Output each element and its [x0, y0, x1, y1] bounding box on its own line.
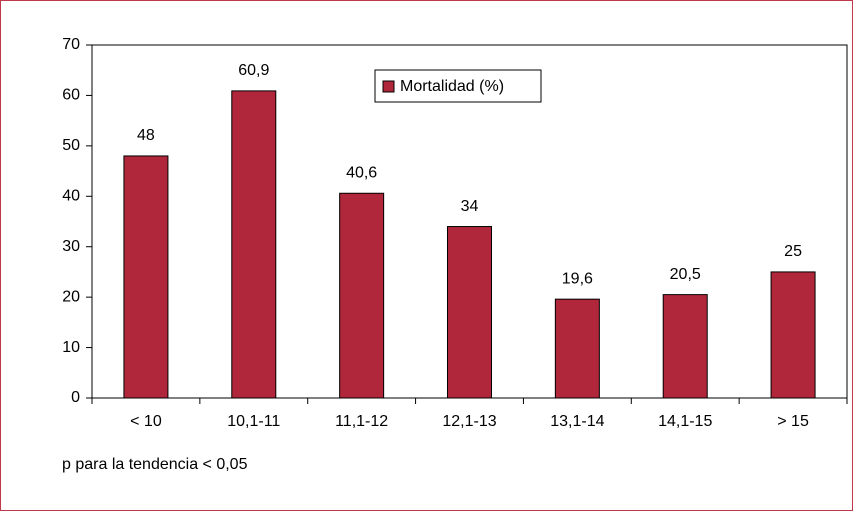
y-tick-label: 40 — [62, 188, 80, 205]
x-tick-label: < 10 — [130, 413, 162, 430]
legend-label: Mortalidad (%) — [400, 78, 504, 95]
bar — [770, 271, 816, 399]
legend-box — [374, 69, 542, 103]
value-label: 19,6 — [562, 270, 593, 287]
x-tick-label: 14,1-15 — [658, 413, 712, 430]
y-tick-label: 70 — [62, 36, 80, 53]
value-label: 34 — [461, 198, 479, 215]
bar — [339, 192, 385, 399]
value-label: 40,6 — [346, 164, 377, 181]
y-tick-label: 10 — [62, 339, 80, 356]
annotation: p para la tendencia < 0,05 — [62, 456, 248, 473]
y-tick-label: 20 — [62, 288, 80, 305]
value-label: 25 — [784, 243, 802, 260]
y-tick-label: 50 — [62, 137, 80, 154]
y-tick-label: 0 — [71, 389, 80, 406]
y-tick-label: 30 — [62, 238, 80, 255]
x-tick-label: > 15 — [777, 413, 809, 430]
y-tick-label: 60 — [62, 87, 80, 104]
x-tick-label: 12,1-13 — [442, 413, 496, 430]
value-label: 48 — [137, 127, 155, 144]
bar — [554, 298, 600, 399]
legend-swatch — [382, 80, 395, 93]
value-label: 20,5 — [670, 266, 701, 283]
bar — [231, 90, 277, 399]
value-label: 60,9 — [238, 62, 269, 79]
x-tick-label: 13,1-14 — [550, 413, 604, 430]
bar — [447, 226, 492, 399]
x-tick-label: 10,1-11 — [227, 413, 280, 430]
bar — [662, 294, 708, 399]
bar — [123, 155, 169, 399]
x-tick-label: 11,1-12 — [335, 413, 388, 430]
